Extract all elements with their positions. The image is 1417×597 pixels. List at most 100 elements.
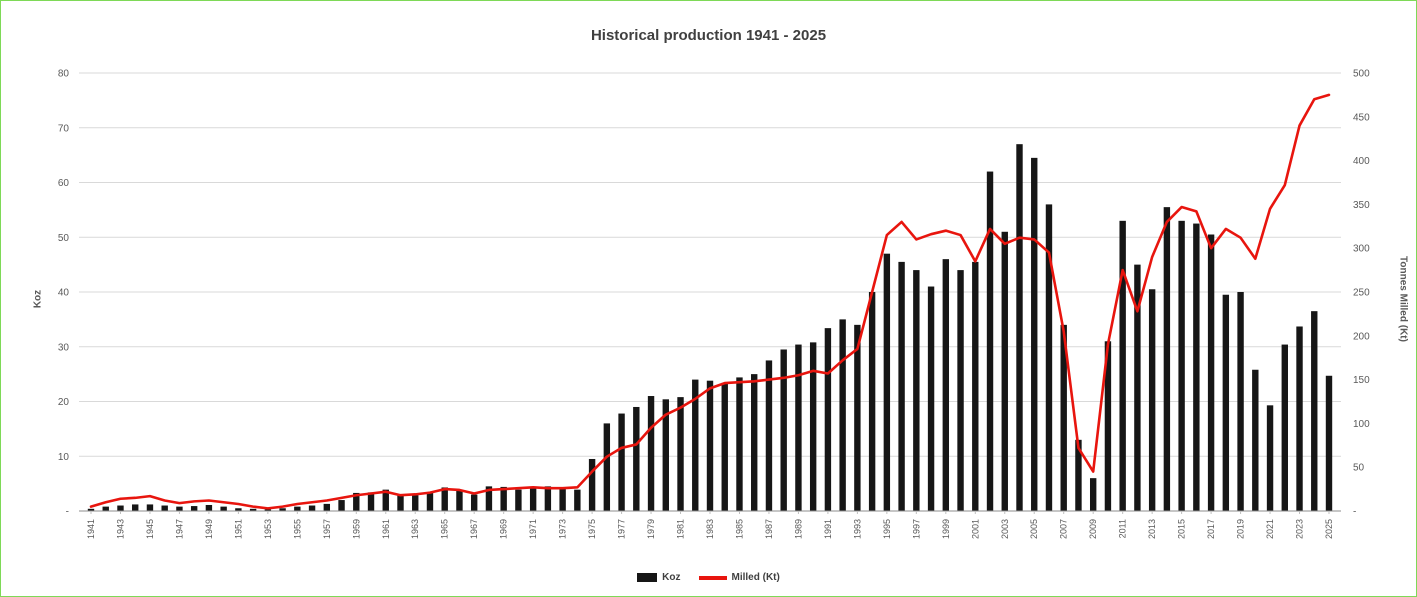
bar-2016 (1193, 223, 1200, 511)
bar-1965 (441, 487, 448, 511)
bar-1995 (883, 253, 891, 512)
right-axis-tick-label: 200 (1353, 331, 1370, 342)
x-axis-tick-label: 1949 (204, 519, 214, 539)
x-axis-tick-label: 2005 (1029, 519, 1039, 539)
bar-2018 (1222, 294, 1230, 511)
chart-title: Historical production 1941 - 2025 (590, 27, 827, 44)
bar-1946 (161, 505, 168, 511)
x-axis-tick-label: 1999 (941, 519, 951, 539)
bar-1958 (338, 500, 345, 511)
x-axis-tick-label: 1981 (676, 519, 686, 539)
x-axis-tick-label: 2001 (970, 519, 980, 539)
bar-1980 (662, 399, 669, 511)
right-axis-tick-label: 400 (1353, 156, 1370, 167)
bar-1979 (647, 396, 655, 511)
bar-2010 (1104, 341, 1112, 511)
x-axis-tick-label: 1943 (115, 519, 125, 539)
right-axis-tick-label: 300 (1353, 244, 1370, 255)
x-axis-tick-label: 1969 (499, 519, 509, 539)
bar-1982 (692, 379, 699, 511)
bar-1945 (146, 504, 154, 511)
bar-2022 (1281, 344, 1288, 511)
bar-1950 (220, 506, 227, 511)
legend-item-koz: Koz (637, 572, 681, 583)
milled-line (89, 93, 1331, 510)
left-axis-tick-label: 60 (58, 178, 70, 189)
bar-1953 (264, 509, 272, 511)
x-axis-tick-label: 2023 (1295, 519, 1305, 539)
bar-1978 (633, 406, 640, 511)
bar-2004 (1016, 144, 1023, 512)
bar-1943 (117, 505, 124, 511)
bar-2014 (1163, 207, 1171, 511)
bar-1955 (294, 506, 301, 511)
koz-legend-swatch-icon (637, 573, 658, 582)
bar-1976 (603, 423, 611, 511)
bar-2015 (1178, 220, 1185, 511)
x-axis-tick-label: 2003 (1000, 519, 1010, 539)
right-axis-tick-label: 150 (1353, 375, 1370, 386)
bar-1941 (87, 508, 95, 511)
bar-2020 (1252, 369, 1259, 511)
x-axis-tick-label: 1975 (587, 519, 597, 539)
bar-1998 (927, 286, 935, 511)
bar-1981 (677, 397, 684, 511)
right-axis-tick-label: 50 (1353, 463, 1365, 474)
bar-1942 (102, 506, 109, 511)
bar-1951 (235, 508, 242, 511)
x-axis-tick-label: 1971 (528, 519, 538, 539)
bar-2008 (1075, 439, 1082, 511)
bar-1972 (544, 486, 552, 511)
bar-1973 (559, 489, 566, 511)
bar-1956 (308, 505, 316, 511)
bar-1971 (529, 486, 537, 511)
left-axis-tick-label: 70 (58, 123, 70, 134)
bar-1991 (824, 328, 832, 511)
x-axis-tick-label: 1941 (86, 519, 96, 539)
bar-1999 (942, 259, 950, 511)
x-axis-tick-label: 1985 (734, 519, 744, 539)
bar-1944 (132, 504, 139, 511)
milled-legend-swatch-icon (698, 575, 727, 580)
bar-1996 (898, 261, 905, 511)
right-axis-tick-label: 250 (1353, 288, 1370, 299)
bar-1977 (618, 413, 625, 511)
bar-1989 (795, 344, 802, 511)
x-axis-tick-label: 1991 (823, 519, 833, 539)
bar-1957 (323, 503, 331, 511)
x-axis-tick-label: 2025 (1324, 519, 1334, 539)
x-axis-tick-label: 2009 (1088, 519, 1098, 539)
bar-1952 (249, 508, 257, 511)
left-axis-tick-label: - (66, 507, 69, 518)
x-axis-tick-label: 2021 (1265, 519, 1275, 539)
bar-1947 (176, 506, 183, 511)
x-axis-tick-label: 2017 (1206, 519, 1216, 539)
bar-2009 (1089, 478, 1097, 511)
bar-1964 (426, 492, 434, 511)
x-axis-tick-label: 1945 (145, 519, 155, 539)
bar-1992 (839, 319, 846, 511)
left-axis-tick-label: 50 (58, 233, 70, 244)
x-axis-tick-label: 1965 (440, 519, 450, 539)
bar-1963 (412, 495, 419, 511)
bar-2002 (986, 171, 994, 512)
right-axis-tick-label: 500 (1353, 69, 1370, 80)
bar-1959 (353, 492, 360, 511)
bar-2011 (1119, 220, 1126, 511)
bar-2007 (1060, 324, 1067, 511)
x-axis-tick-label: 1979 (646, 519, 656, 539)
x-axis-tick-label: 1961 (381, 519, 391, 539)
bar-1968 (485, 486, 493, 511)
x-axis-tick-label: 1989 (793, 519, 803, 539)
right-axis-tick-label: 350 (1353, 200, 1370, 211)
bar-2001 (972, 261, 979, 511)
x-axis-tick-label: 1987 (764, 519, 774, 539)
bar-1975 (588, 458, 596, 511)
bar-1954 (279, 508, 286, 511)
bar-2003 (1001, 231, 1008, 511)
right-axis-tick-label: - (1353, 507, 1356, 518)
bar-1990 (809, 342, 817, 511)
koz-legend-label: Koz (662, 572, 681, 583)
x-axis-tick-label: 2019 (1236, 519, 1246, 539)
